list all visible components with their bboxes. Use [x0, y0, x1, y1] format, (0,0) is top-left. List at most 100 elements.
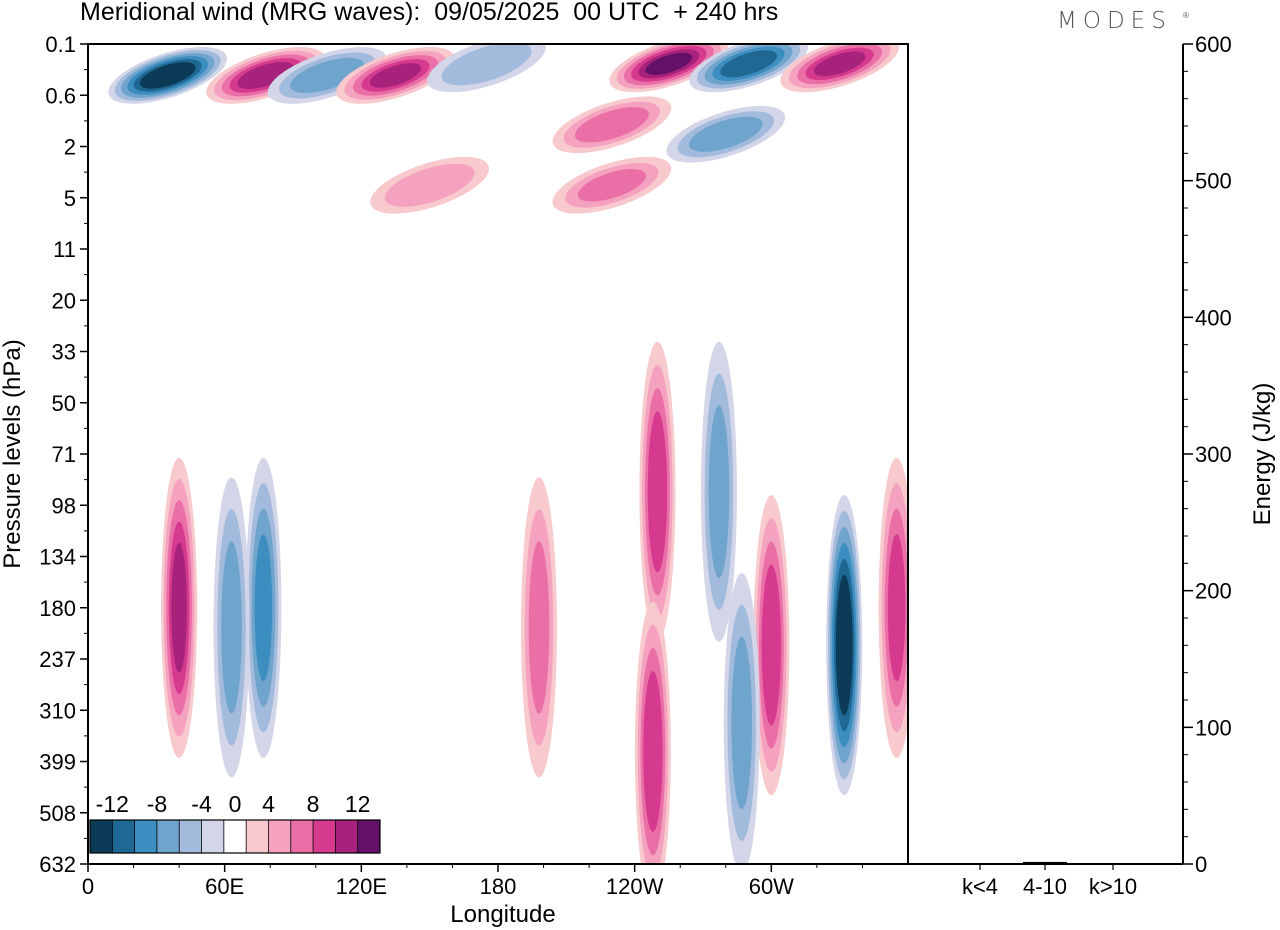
y-axis-title: Pressure levels (hPa)	[0, 339, 26, 568]
contour-level	[171, 542, 187, 673]
colorbar-label: -12	[96, 791, 129, 817]
contour-feature	[700, 341, 737, 642]
contour-level	[441, 44, 532, 86]
axes: 0.1 0.6 2 5 11 20 33 50 71 98 134 180 237 310 399 508 63…	[0, 32, 1276, 928]
contour-feature	[723, 572, 760, 864]
energy-tick-label: 200	[1195, 579, 1232, 604]
energy-tick-label: 500	[1195, 169, 1232, 194]
energy-category-label: k<4	[962, 874, 998, 899]
colorbar-label: 0	[229, 791, 242, 817]
energy-tick-label: 0	[1195, 852, 1207, 877]
contour-level	[688, 116, 763, 152]
contour-feature	[427, 44, 546, 93]
colorbar-swatch	[134, 820, 157, 853]
contour-feature	[634, 601, 671, 864]
energy-tick-label: 300	[1195, 442, 1232, 467]
registered-mark: ®	[1183, 11, 1189, 20]
contour-feature	[213, 477, 250, 778]
colorbar-swatch	[156, 820, 180, 853]
y-tick-label: 33	[52, 340, 76, 365]
contour-feature	[161, 457, 198, 758]
contour-level	[813, 51, 866, 77]
colorbar-swatch	[179, 820, 202, 853]
contour-feature	[206, 47, 326, 104]
contour-level	[574, 107, 649, 143]
y-tick-label: 399	[39, 750, 76, 775]
energy-tick-label: 100	[1195, 715, 1232, 740]
contour-feature	[521, 477, 557, 778]
contour-feature	[639, 341, 676, 642]
x-axis-title: Longitude	[450, 901, 555, 928]
contour-feature	[826, 495, 863, 796]
y-tick-label: 310	[39, 698, 76, 723]
contour-level	[837, 590, 851, 700]
contour-level	[384, 163, 475, 207]
x-tick-label: 60W	[749, 874, 794, 899]
contour-feature	[666, 105, 786, 163]
colorbar-label: 8	[307, 791, 320, 817]
contour-level	[146, 65, 190, 86]
contour-feature	[689, 44, 808, 93]
colorbar-label: -8	[147, 791, 167, 817]
x-tick-label: 60E	[205, 874, 244, 899]
contour-feature	[370, 156, 490, 214]
y-tick-label: 0.1	[45, 32, 76, 57]
colorbar-label: 4	[262, 791, 275, 817]
contour-feature	[780, 44, 900, 93]
contour-level	[577, 169, 646, 202]
energy-category-label: k>10	[1089, 874, 1137, 899]
contour-feature	[878, 457, 908, 758]
y-tick-label: 237	[39, 647, 76, 672]
y-tick-label: 50	[52, 391, 76, 416]
contour-level	[720, 50, 777, 78]
x-tick-label: 180	[480, 874, 517, 899]
energy-axis-title: Energy (J/kg)	[1249, 383, 1276, 526]
heatmap-contours	[108, 44, 908, 864]
colorbar-swatch	[357, 820, 380, 853]
contour-level	[645, 52, 693, 75]
y-tick-label: 2	[64, 135, 76, 160]
contour-level	[647, 411, 668, 573]
contour-level	[237, 61, 295, 89]
contour-feature	[336, 47, 455, 104]
colorbar-frame	[89, 819, 381, 854]
contour-feature	[552, 156, 672, 214]
contour-level	[643, 671, 663, 833]
y-tick-label: 98	[52, 493, 76, 518]
colorbar-label: 12	[345, 791, 371, 817]
energy-bar	[1023, 861, 1067, 864]
colorbar-swatch	[335, 820, 358, 853]
energy-tick-label: 600	[1195, 32, 1232, 57]
y-tick-label: 180	[39, 596, 76, 621]
contour-level	[708, 405, 730, 579]
contour-feature	[609, 44, 729, 93]
energy-category-label: 4-10	[1023, 874, 1067, 899]
colorbar-swatch	[313, 820, 336, 853]
colorbar-label: -4	[191, 791, 212, 817]
colorbar-swatch	[268, 820, 291, 853]
colorbar-swatch	[112, 820, 135, 853]
contour-feature	[552, 96, 672, 154]
contour-feature	[245, 457, 282, 758]
energy-tick-label: 400	[1195, 305, 1232, 330]
contour-feature	[753, 495, 790, 796]
x-tick-label: 120W	[606, 874, 664, 899]
colorbar-swatch	[246, 820, 269, 853]
x-tick-label: 120E	[336, 874, 387, 899]
contour-level	[254, 534, 273, 682]
colorbar-swatch	[90, 820, 113, 853]
y-tick-label: 5	[64, 186, 76, 211]
y-tick-label: 134	[39, 545, 76, 570]
colorbar-swatch	[290, 820, 314, 853]
contour-feature	[267, 47, 387, 104]
chart-title: Meridional wind (MRG waves): 09/05/2025 …	[80, 0, 779, 26]
contour-feature	[108, 47, 228, 104]
y-tick-label: 508	[39, 801, 76, 826]
contour-level	[761, 564, 782, 726]
y-tick-label: 11	[53, 237, 76, 262]
contour-level	[887, 534, 906, 682]
modes-logo: MODES	[1057, 8, 1172, 34]
contour-level	[221, 541, 242, 714]
contour-level	[731, 636, 753, 810]
